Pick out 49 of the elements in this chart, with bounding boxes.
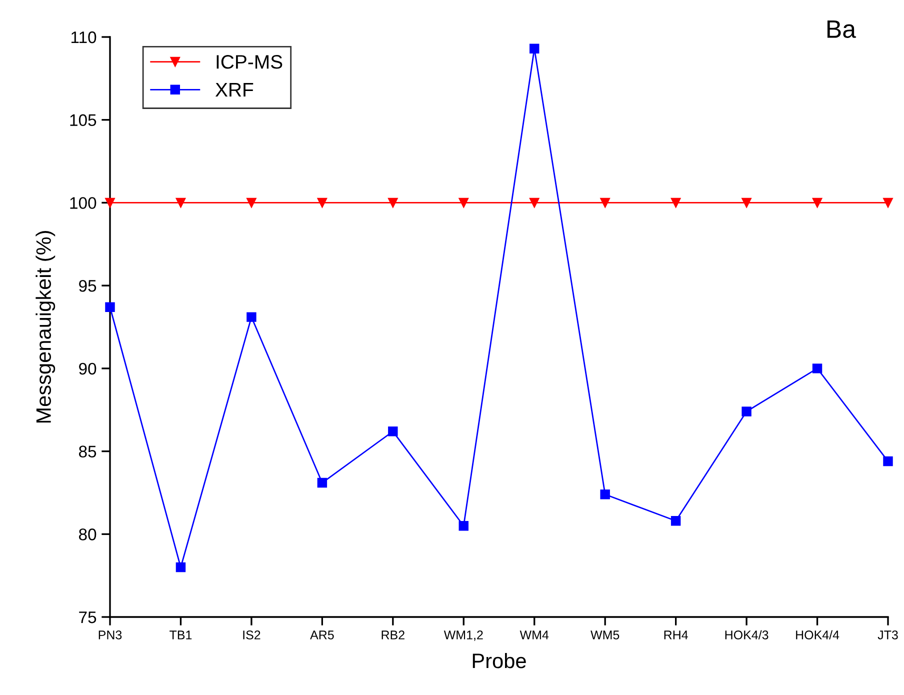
point: [388, 198, 398, 208]
point: [388, 426, 398, 436]
x-tick-label: RB2: [382, 630, 404, 640]
x-tick-label: TB1: [170, 630, 192, 640]
point: [670, 198, 681, 208]
point: [670, 516, 681, 526]
y-axis-title: Messgenauigkeit (%): [36, 231, 56, 423]
y-tick-label: 100: [70, 197, 96, 209]
point: [530, 44, 540, 54]
x-axis-title: Probe: [472, 652, 526, 668]
point: [600, 490, 610, 500]
point: [600, 198, 610, 208]
legend-label: ICP-MS: [216, 55, 282, 69]
y-tick-label: 80: [78, 528, 96, 540]
point: [742, 198, 752, 208]
point: [812, 198, 822, 208]
point: [883, 456, 893, 466]
x-tick-label: HOK4/3: [725, 630, 768, 640]
x-tick-label: WM4: [520, 630, 549, 640]
legend-label: XRF: [215, 83, 254, 96]
point: [317, 198, 328, 208]
x-tick-label: HOK4/4: [796, 630, 840, 640]
point: [105, 302, 115, 312]
x-tick-label: WM1,2: [444, 630, 483, 641]
point: [176, 198, 186, 208]
x-tick-label: RH4: [664, 630, 688, 640]
x-tick-label: IS2: [243, 630, 260, 640]
annotation: Ba: [827, 20, 856, 38]
point: [458, 198, 468, 208]
x-tick-label: WM5: [590, 630, 620, 640]
y-tick-label: 110: [72, 31, 96, 44]
y-tick-label: 105: [70, 114, 96, 126]
point: [530, 198, 540, 208]
point: [883, 198, 893, 208]
y-tick-label: 95: [79, 280, 96, 292]
point: [176, 562, 186, 572]
y-tick-label: 90: [79, 362, 96, 375]
point: [317, 478, 328, 488]
point: [246, 312, 256, 322]
point: [246, 198, 256, 208]
point: [742, 406, 752, 416]
x-tick-label: PN3: [98, 630, 122, 640]
point: [105, 198, 115, 208]
y-tick-label: 75: [79, 612, 96, 624]
y-tick-label: 85: [78, 446, 96, 458]
point: [458, 520, 468, 531]
x-tick-label: JT3: [878, 630, 898, 640]
x-tick-label: AR5: [310, 630, 334, 640]
point: [812, 364, 822, 374]
